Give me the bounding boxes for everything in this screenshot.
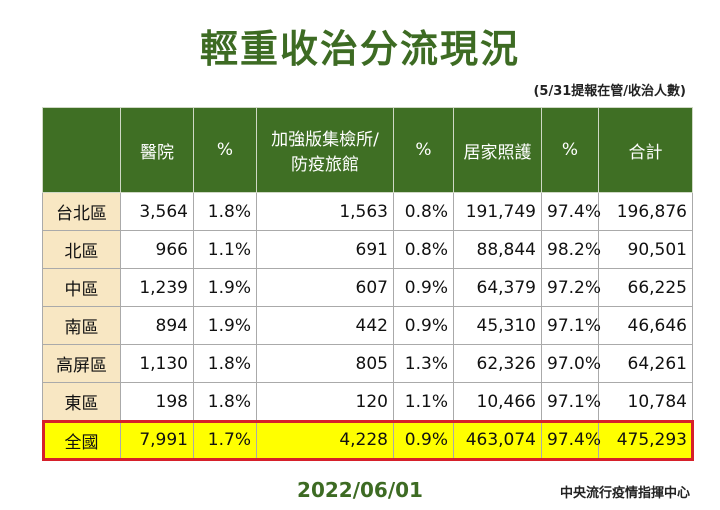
cell: 97.4% [541, 420, 601, 460]
header-line: 居家照護 [463, 142, 532, 163]
row-label: 全國 [42, 420, 121, 460]
cell: 0.9% [393, 306, 454, 345]
header-line: 加強版集檢所/ [271, 130, 379, 150]
cell: 442 [256, 306, 394, 345]
cell: 196,876 [598, 192, 693, 231]
cell: 1.8% [193, 382, 257, 421]
cell: 45,310 [453, 306, 542, 345]
cell: 62,326 [453, 344, 542, 383]
cell: 966 [120, 230, 194, 269]
cell: 66,225 [598, 268, 693, 307]
cell: 691 [256, 230, 394, 269]
cell: 64,261 [598, 344, 693, 383]
cell: 0.8% [393, 230, 454, 269]
cell: 97.2% [541, 268, 601, 307]
cell: 198 [120, 382, 194, 421]
cell: 90,501 [598, 230, 693, 269]
cell: 1,239 [120, 268, 194, 307]
table-row: 北區 966 1.1% 691 0.8% 88,844 98.2% 90,501 [42, 230, 693, 269]
cell: 7,991 [120, 420, 194, 460]
source: 中央流行疫情指揮中心 [559, 486, 690, 501]
header-cell: % [393, 107, 454, 193]
cell: 475,293 [598, 420, 693, 460]
cell: 46,646 [598, 306, 693, 345]
header-cell: 醫院 [120, 107, 194, 193]
row-label: 高屏區 [42, 344, 121, 383]
header-line: 防疫旅館 [291, 155, 359, 175]
table-row: 中區 1,239 1.9% 607 0.9% 64,379 97.2% 66,225 [42, 268, 693, 307]
cell: 894 [120, 306, 194, 345]
cell: 1.1% [193, 230, 257, 269]
cell: 1,563 [256, 192, 394, 231]
cell: 0.8% [393, 192, 454, 231]
table-row: 東區 198 1.8% 120 1.1% 10,466 97.1% 10,784 [42, 382, 693, 421]
header-cell [42, 107, 121, 193]
cell: 98.2% [541, 230, 601, 269]
table-row: 台北區 3,564 1.8% 1,563 0.8% 191,749 97.4% 196,876 [42, 192, 693, 231]
cell: 191,749 [453, 192, 542, 231]
cell: 1.8% [193, 192, 257, 231]
cell: 1.7% [193, 420, 257, 460]
row-label: 東區 [42, 382, 121, 421]
header-cell: 居家照護 [453, 107, 542, 193]
row-label: 北區 [42, 230, 121, 269]
row-label: 台北區 [42, 192, 121, 231]
cell: 805 [256, 344, 394, 383]
cell: 1.9% [193, 306, 257, 345]
cell: 607 [256, 268, 394, 307]
header-line: 醫院 [140, 142, 174, 163]
table: 醫院% 加強版集檢所/防疫旅館% 居家照護% 合計 台北區 3,564 1.8% 1,563… [41, 107, 694, 461]
header-cell: 加強版集檢所/防疫旅館 [256, 107, 394, 193]
cell: 1.9% [193, 268, 257, 307]
header-line: 合計 [628, 142, 663, 163]
note: (5/31提報在管/收治人數) [533, 84, 686, 99]
cell: 0.9% [393, 268, 454, 307]
table-body: 台北區 3,564 1.8% 1,563 0.8% 191,749 97.4% 196,876… [41, 192, 694, 461]
date: 2022/06/01 [297, 478, 423, 502]
header-line: % [415, 140, 432, 160]
row-label: 中區 [42, 268, 121, 307]
header-line: % [216, 140, 234, 160]
header-row: 醫院% 加強版集檢所/防疫旅館% 居家照護% 合計 [42, 107, 693, 193]
cell: 1,130 [120, 344, 194, 383]
cell: 10,784 [598, 382, 693, 421]
cell: 1.8% [193, 344, 257, 383]
table-row: 高屏區 1,130 1.8% 805 1.3% 62,326 97.0% 64,261 [42, 344, 693, 383]
header-cell: 合計 [598, 107, 693, 193]
title: 輕重收治分流現況 [199, 27, 520, 71]
cell: 0.9% [393, 420, 454, 460]
cell: 97.1% [541, 382, 601, 421]
row-label: 南區 [42, 306, 121, 345]
table-row: 全國 7,991 1.7% 4,228 0.9% 463,074 97.4% 475,293 [41, 419, 694, 461]
cell: 64,379 [453, 268, 542, 307]
header-line: % [561, 140, 579, 160]
cell: 4,228 [256, 420, 394, 460]
header-cell: % [541, 107, 599, 193]
cell: 88,844 [453, 230, 542, 269]
table-row: 南區 894 1.9% 442 0.9% 45,310 97.1% 46,646 [42, 306, 693, 345]
cell: 97.1% [541, 306, 601, 345]
cell: 97.0% [541, 344, 601, 383]
cell: 1.3% [393, 344, 454, 383]
cell: 1.1% [393, 382, 454, 421]
cell: 97.4% [541, 192, 601, 231]
cell: 120 [256, 382, 394, 421]
header-cell: % [193, 107, 257, 193]
cell: 3,564 [120, 192, 194, 231]
cell: 10,466 [453, 382, 542, 421]
cell: 463,074 [453, 420, 542, 460]
